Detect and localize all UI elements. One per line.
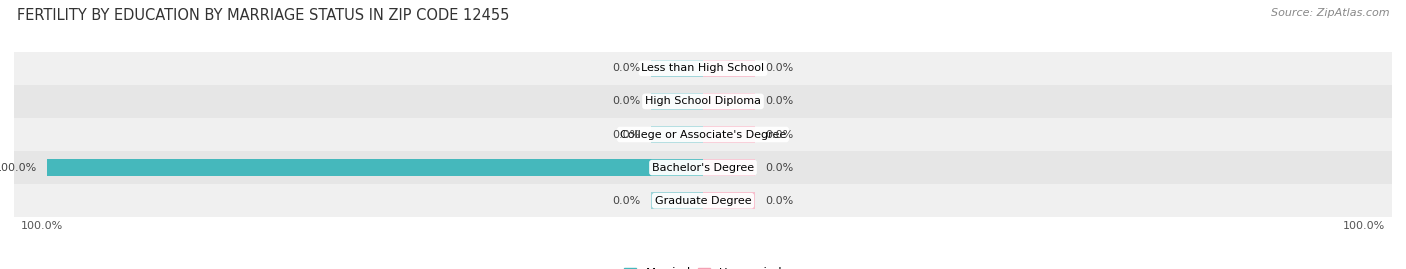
Bar <box>703 159 755 176</box>
Text: 0.0%: 0.0% <box>765 129 793 140</box>
Bar <box>651 192 703 209</box>
Bar <box>14 118 1392 151</box>
Bar <box>703 60 755 77</box>
Text: High School Diploma: High School Diploma <box>645 96 761 107</box>
Text: College or Associate's Degree: College or Associate's Degree <box>620 129 786 140</box>
Bar <box>703 192 755 209</box>
Text: Less than High School: Less than High School <box>641 63 765 73</box>
Text: FERTILITY BY EDUCATION BY MARRIAGE STATUS IN ZIP CODE 12455: FERTILITY BY EDUCATION BY MARRIAGE STATU… <box>17 8 509 23</box>
Text: 0.0%: 0.0% <box>613 129 641 140</box>
Bar <box>651 60 703 77</box>
Text: 0.0%: 0.0% <box>613 96 641 107</box>
Text: 100.0%: 100.0% <box>21 221 63 231</box>
Bar <box>14 52 1392 85</box>
Bar <box>651 126 703 143</box>
Text: 0.0%: 0.0% <box>765 162 793 173</box>
Bar <box>14 85 1392 118</box>
Bar <box>651 93 703 110</box>
Legend: Married, Unmarried: Married, Unmarried <box>624 267 782 269</box>
Text: Source: ZipAtlas.com: Source: ZipAtlas.com <box>1271 8 1389 18</box>
Bar <box>14 151 1392 184</box>
Bar <box>703 93 755 110</box>
Text: Bachelor's Degree: Bachelor's Degree <box>652 162 754 173</box>
Bar <box>703 126 755 143</box>
Text: 100.0%: 100.0% <box>1343 221 1385 231</box>
Text: Graduate Degree: Graduate Degree <box>655 196 751 206</box>
Text: 100.0%: 100.0% <box>0 162 37 173</box>
Text: 0.0%: 0.0% <box>765 96 793 107</box>
Bar <box>14 184 1392 217</box>
Text: 0.0%: 0.0% <box>765 196 793 206</box>
Text: 0.0%: 0.0% <box>613 196 641 206</box>
Text: 0.0%: 0.0% <box>765 63 793 73</box>
Bar <box>46 159 703 176</box>
Text: 0.0%: 0.0% <box>613 63 641 73</box>
